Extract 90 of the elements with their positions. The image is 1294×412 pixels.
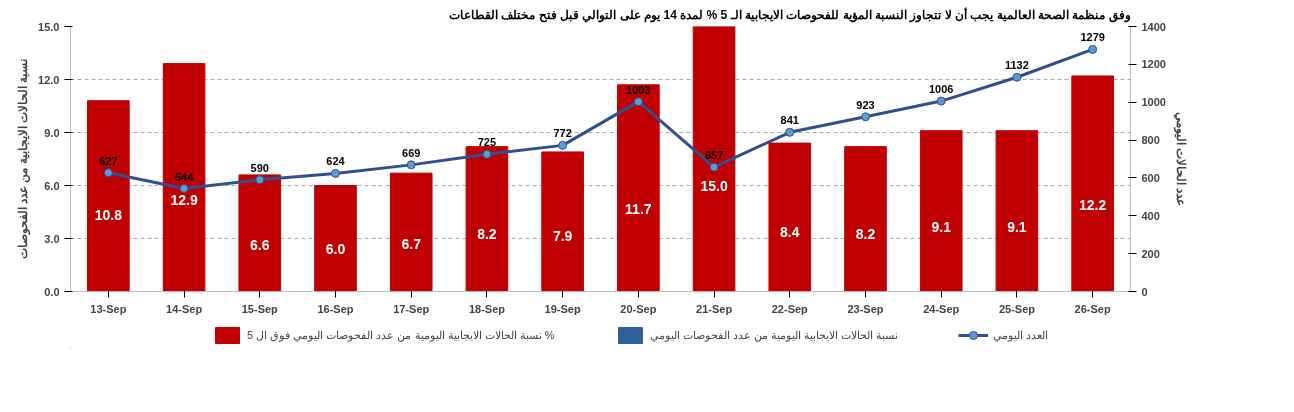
- point: [103, 168, 113, 178]
- y2-tick-label: 200: [1141, 247, 1160, 260]
- point: [331, 168, 340, 178]
- y2-tick-label: 1200: [1141, 58, 1166, 71]
- point: [633, 97, 643, 107]
- data-label: 9.1: [1007, 219, 1027, 236]
- data-label: 1006: [928, 83, 954, 96]
- y2-axis-title: عدد الحالات اليومي: [1172, 111, 1188, 207]
- data-label: 10.8: [94, 207, 123, 224]
- data-label: 1003: [626, 83, 651, 96]
- y-tick-label: 9.0: [44, 126, 60, 139]
- bar: [919, 130, 963, 292]
- x-tick-label: 21-Sep: [696, 302, 733, 315]
- x-tick-label: 26-Sep: [1074, 302, 1111, 315]
- y2-tick-label: 1400: [1141, 20, 1166, 33]
- x-tick-label: 16-Sep: [317, 302, 354, 315]
- legend-label: نسبة الحالات الايجابية اليومية من عدد الفحوصات اليومي فوق ال 5 %: [247, 328, 555, 342]
- x-tick-label: 19-Sep: [544, 302, 581, 315]
- data-label: 590: [250, 161, 269, 174]
- point: [406, 160, 416, 170]
- point: [1012, 72, 1022, 82]
- y2-tick-label: 400: [1141, 209, 1160, 222]
- bar: [617, 84, 660, 292]
- data-label: 8.2: [855, 225, 876, 242]
- x-tick-label: 24-Sep: [923, 302, 960, 315]
- x-tick-label: 15-Sep: [241, 302, 279, 315]
- y-tick-label: 6.0: [44, 179, 60, 192]
- legend-label: نسبة الحالات الايجابية اليومية من عدد الفحوصات اليومي: [649, 328, 898, 342]
- point: [936, 96, 946, 106]
- data-label: 627: [99, 154, 118, 167]
- point: [482, 149, 492, 159]
- legend-label: العدد اليومي: [992, 328, 1048, 342]
- data-label: 544: [174, 170, 195, 183]
- data-label: 841: [780, 114, 799, 127]
- bar: [465, 146, 509, 292]
- data-label: 15.0: [700, 177, 728, 194]
- x-tick-label: 20-Sep: [620, 302, 657, 315]
- x-tick-label: 17-Sep: [393, 302, 430, 315]
- x-tick-label: 25-Sep: [998, 302, 1036, 315]
- bar: [844, 146, 887, 292]
- x-tick-label: 14-Sep: [166, 302, 203, 315]
- data-label: 1132: [1005, 59, 1029, 72]
- data-label: 1279: [1080, 31, 1105, 44]
- data-label: 11.7: [625, 200, 652, 217]
- chart-title: وفق منظمة الصحة العالمية يجب أن لا تتجاوز النسبة المؤية للفحوصات الايجابية الـ 5 % لمدة 14 يوم على التوالي قبل فتح مختلف القطاعات: [449, 6, 1131, 23]
- bar: [995, 130, 1039, 292]
- data-label: 6.7: [401, 236, 422, 253]
- bar: [162, 63, 206, 292]
- data-label: 6.0: [325, 241, 346, 258]
- point: [558, 140, 568, 150]
- y2-tick-label: 600: [1141, 171, 1160, 184]
- data-label: 725: [477, 136, 497, 149]
- data-label: 8.2: [477, 225, 497, 242]
- point: [1088, 44, 1098, 54]
- point: [861, 112, 870, 122]
- x-tick-label: 22-Sep: [771, 302, 809, 315]
- point: [709, 162, 719, 172]
- data-label: 9.1: [931, 219, 952, 236]
- data-label: 923: [856, 98, 875, 111]
- y-tick-label: 0.0: [44, 285, 60, 298]
- y-tick-label: 15.0: [38, 20, 60, 33]
- bar: [1071, 75, 1114, 292]
- data-label: 8.4: [780, 224, 800, 241]
- point: [255, 175, 265, 185]
- point: [179, 184, 189, 194]
- data-label: 772: [553, 127, 572, 140]
- data-label: 669: [402, 146, 421, 159]
- data-label: 6.6: [250, 236, 270, 253]
- bar: [238, 174, 282, 292]
- y-tick-label: 12.0: [38, 73, 60, 86]
- data-label: 12.2: [1079, 197, 1107, 214]
- y2-tick-label: 0: [1141, 285, 1148, 298]
- bar: [768, 142, 812, 292]
- bar: [314, 185, 357, 292]
- x-tick-label: 13-Sep: [90, 302, 127, 315]
- y-axis-title: نسبة الحالات الايجابية من عدد الفحوصات: [16, 58, 32, 260]
- data-label: 12.9: [170, 192, 198, 209]
- data-label: 657: [704, 149, 724, 162]
- y2-tick-label: 1000: [1141, 96, 1166, 109]
- bar: [87, 100, 130, 292]
- bar: [389, 172, 433, 292]
- y-tick-label: 3.0: [44, 232, 60, 245]
- data-label: 624: [326, 155, 346, 168]
- bar: [541, 151, 584, 292]
- bar: [692, 26, 736, 292]
- data-label: 7.9: [552, 227, 573, 244]
- x-tick-label: 23-Sep: [847, 302, 884, 315]
- x-tick-label: 18-Sep: [468, 302, 506, 315]
- y2-tick-label: 800: [1141, 134, 1160, 147]
- point: [785, 127, 795, 137]
